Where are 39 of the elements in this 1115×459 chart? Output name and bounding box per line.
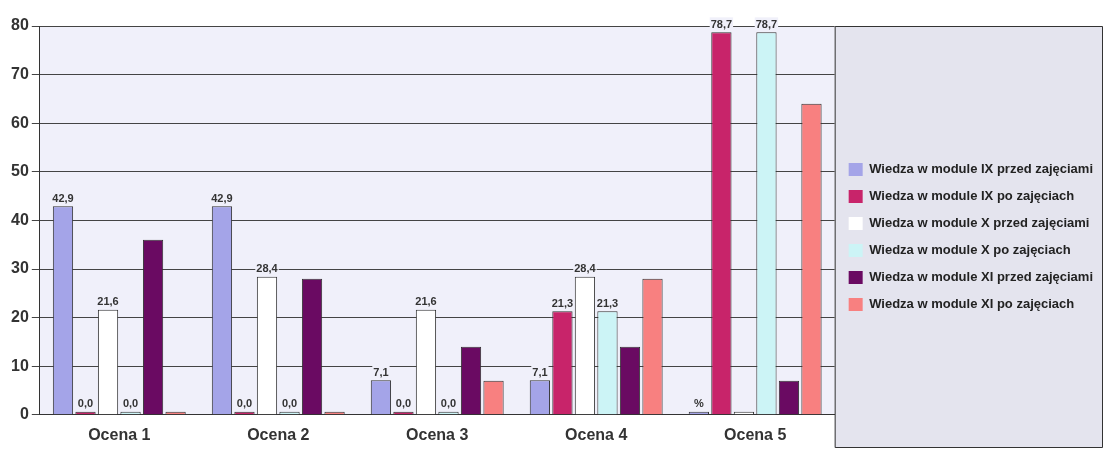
- data-label: 7,1: [532, 365, 548, 378]
- y-tick-label: 30: [11, 259, 29, 277]
- data-label: %: [693, 397, 704, 410]
- data-label: 78,7: [710, 17, 733, 30]
- data-label: 28,4: [574, 262, 597, 275]
- x-tick-label: Ocena 3: [406, 425, 469, 443]
- data-label: 7,1: [373, 365, 389, 378]
- y-tick-label: 80: [11, 16, 29, 34]
- data-label: 0,0: [77, 397, 94, 410]
- data-label: 42,9: [52, 191, 74, 204]
- data-label: 0,0: [122, 397, 139, 410]
- data-label: 0,0: [281, 397, 298, 410]
- x-tick-label: Ocena 2: [247, 425, 310, 443]
- legend-label: Wiedza w module XI przed zajęciami: [869, 269, 1094, 285]
- data-label: 21,3: [551, 296, 574, 309]
- x-tick-label: Ocena 1: [88, 425, 151, 443]
- data-label: 0,0: [236, 397, 253, 410]
- legend-label: Wiedza w module X przed zajęciami: [869, 215, 1090, 231]
- data-label: 0,0: [440, 397, 457, 410]
- x-tick-label: Ocena 5: [724, 425, 787, 443]
- y-tick-label: 50: [11, 162, 29, 180]
- legend-label: Wiedza w module X po zajęciach: [869, 242, 1071, 258]
- y-tick-label: 0: [19, 405, 29, 423]
- y-tick-label: 40: [11, 210, 29, 228]
- y-tick-label: 70: [11, 65, 29, 83]
- data-label: 21,3: [596, 296, 619, 309]
- x-tick-label: Ocena 4: [565, 425, 628, 443]
- legend-label: Wiedza w module XI po zajęciach: [869, 296, 1075, 312]
- y-tick-label: 10: [11, 356, 29, 374]
- y-tick-label: 20: [11, 308, 29, 326]
- data-label: 21,6: [97, 295, 119, 308]
- data-label: 42,9: [211, 191, 233, 204]
- data-label: 78,7: [755, 17, 778, 30]
- legend-label: Wiedza w module IX po zajęciach: [869, 188, 1075, 204]
- data-label: 0,0: [395, 397, 412, 410]
- y-tick-label: 60: [11, 113, 29, 131]
- data-label: 28,4: [256, 262, 279, 275]
- data-label: 21,6: [415, 295, 437, 308]
- legend-label: Wiedza w module IX przed zajęciami: [869, 161, 1094, 177]
